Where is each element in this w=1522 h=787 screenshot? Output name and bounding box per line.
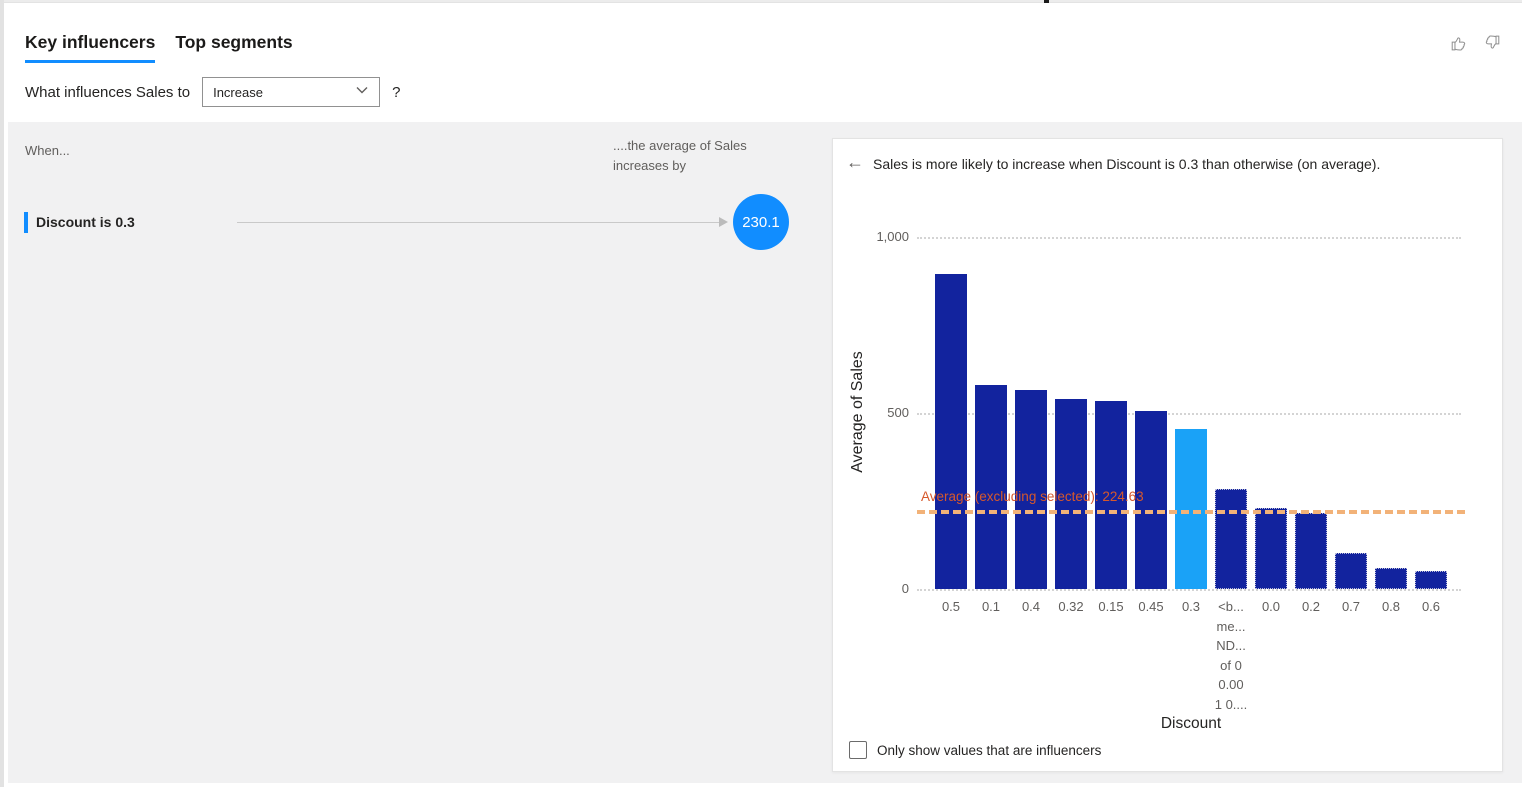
bar[interactable]: [1215, 488, 1247, 589]
question-row: What influences Sales to Increase ?: [25, 77, 400, 107]
thumbs-down-icon[interactable]: [1480, 32, 1502, 54]
x-tick-label: 0.32: [1058, 599, 1084, 614]
gridline: [917, 413, 1461, 415]
tab-key-influencers[interactable]: Key influencers: [25, 32, 156, 63]
bar[interactable]: [935, 273, 967, 589]
bar[interactable]: [1295, 513, 1327, 589]
gridline: [917, 237, 1461, 239]
x-axis-title: Discount: [1160, 715, 1222, 732]
bar[interactable]: [1375, 567, 1407, 589]
x-tick-label: 0.0: [1261, 599, 1281, 614]
bar[interactable]: [975, 384, 1007, 589]
x-tick-label: 0.7: [1341, 599, 1361, 614]
bar[interactable]: [1015, 390, 1047, 589]
chevron-down-icon: [355, 83, 369, 102]
metric-direction-dropdown[interactable]: Increase: [202, 77, 381, 107]
gridline: [917, 589, 1461, 591]
thumbs-up-icon[interactable]: [1449, 32, 1471, 54]
influence-value-bubble: 230.1: [733, 194, 789, 250]
influencer-selected-marker: [24, 212, 28, 233]
x-tick-label: <b... me... ND... of 0 0.00 1 0....: [1214, 599, 1248, 712]
bar[interactable]: [1055, 398, 1087, 589]
average-line-label: Average (excluding selected): 224.63: [921, 488, 1144, 504]
influence-arrow-line: [237, 222, 721, 223]
when-label: When...: [25, 143, 70, 158]
tab-bar: Key influencers Top segments: [25, 32, 293, 63]
average-line: [917, 509, 1465, 514]
question-label: What influences Sales to: [25, 83, 191, 101]
influencer-item[interactable]: Discount is 0.3: [36, 214, 135, 230]
influence-arrow-head: [719, 217, 728, 227]
x-tick-label: 0.2: [1301, 599, 1321, 614]
bar[interactable]: [1415, 570, 1447, 589]
tab-top-segments[interactable]: Top segments: [175, 32, 293, 52]
header: Key influencers Top segments What influe…: [4, 4, 1522, 122]
back-arrow-icon[interactable]: ←: [846, 152, 864, 172]
effect-label-line2: increases by: [613, 158, 686, 173]
chart-card: ← Sales is more likely to increase when …: [832, 138, 1503, 772]
x-tick-label: 0.3: [1181, 599, 1201, 614]
only-influencers-label: Only show values that are influencers: [877, 742, 1102, 758]
influence-value: 230.1: [742, 213, 780, 231]
x-tick-label: 0.15: [1098, 599, 1124, 614]
influencers-panel: When... ....the average of Sales increas…: [8, 122, 1522, 787]
top-cursor-artifact: [1044, 0, 1049, 3]
y-tick-label: 500: [887, 405, 909, 420]
x-tick-label: 0.8: [1381, 599, 1401, 614]
feedback-buttons: [1449, 32, 1502, 54]
bar[interactable]: [1335, 553, 1367, 589]
bar[interactable]: [1255, 508, 1287, 589]
x-tick-label: 0.1: [981, 599, 1001, 614]
y-tick-label: 0: [901, 581, 909, 596]
help-text: ?: [392, 83, 401, 101]
top-edge-strip: [0, 0, 1522, 3]
bar[interactable]: [1135, 411, 1167, 589]
effect-label-line1: ....the average of Sales: [613, 138, 747, 153]
x-tick-label: 0.6: [1421, 599, 1441, 614]
bar-selected[interactable]: [1175, 428, 1207, 589]
x-tick-label: 0.4: [1021, 599, 1041, 614]
bar[interactable]: [1095, 400, 1127, 589]
left-edge-strip: [0, 0, 4, 787]
dropdown-value: Increase: [213, 84, 263, 100]
influencers-filter-row: Only show values that are influencers: [849, 741, 1101, 759]
x-tick-label: 0.45: [1138, 599, 1164, 614]
effect-label: ....the average of Sales increases by: [613, 136, 773, 176]
only-influencers-checkbox[interactable]: [849, 741, 867, 759]
x-tick-label: 0.5: [941, 599, 961, 614]
chart-title: Sales is more likely to increase when Di…: [873, 156, 1381, 172]
y-tick-label: 1,000: [876, 229, 909, 244]
